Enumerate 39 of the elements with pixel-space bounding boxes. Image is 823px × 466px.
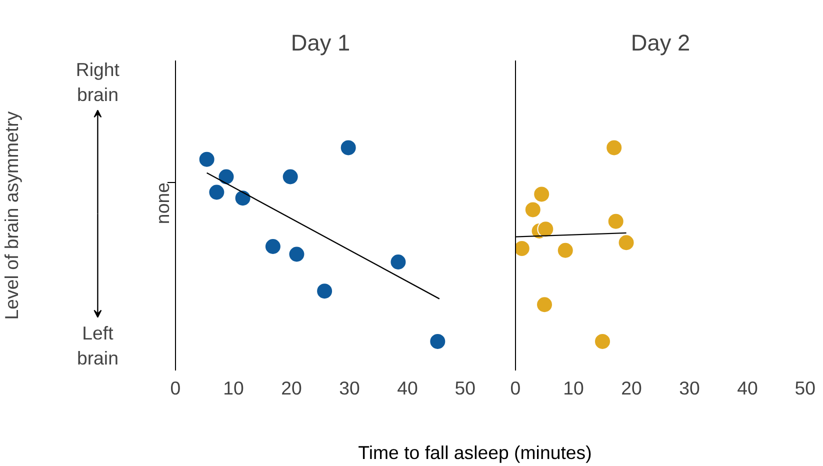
text: Right brain — [76, 58, 120, 105]
x-tick-label: 20 — [281, 378, 302, 398]
point — [282, 168, 299, 186]
x-tick-label: 40 — [397, 378, 418, 398]
x-axis-title: Time to fall asleep (minutes) — [358, 441, 592, 465]
point — [288, 246, 306, 263]
point — [607, 212, 624, 230]
x-tick-label: 30 — [679, 378, 700, 398]
point — [524, 201, 542, 218]
point — [390, 254, 407, 270]
point — [533, 186, 550, 203]
chart-title: Day 2 — [630, 30, 690, 56]
point — [429, 332, 446, 350]
text: Left brain — [76, 322, 118, 369]
x-tick-label: 40 — [737, 378, 758, 398]
point — [618, 234, 635, 252]
x-tick-label: 0 — [510, 378, 521, 398]
x-tick-label: 10 — [563, 378, 584, 398]
point — [208, 184, 226, 201]
y-axis-title: Level of brain asymmetry — [0, 110, 22, 320]
x-tick-label: 50 — [794, 378, 816, 398]
x-tick-label: 20 — [621, 378, 642, 398]
point — [316, 282, 334, 300]
x-tick-label: 30 — [339, 378, 360, 398]
point — [198, 150, 216, 168]
point — [556, 242, 574, 259]
point — [606, 139, 623, 156]
chart-title: Day 1 — [290, 30, 350, 56]
x-tick-label: 0 — [170, 378, 181, 398]
ref-line-label: none — [152, 182, 173, 224]
point — [264, 238, 282, 255]
x-tick-label: 10 — [223, 378, 244, 398]
point — [594, 332, 611, 350]
point — [536, 296, 553, 314]
x-tick-label: 50 — [454, 378, 476, 398]
point — [340, 139, 357, 156]
point — [537, 220, 554, 238]
point — [234, 190, 252, 207]
point — [218, 168, 235, 186]
